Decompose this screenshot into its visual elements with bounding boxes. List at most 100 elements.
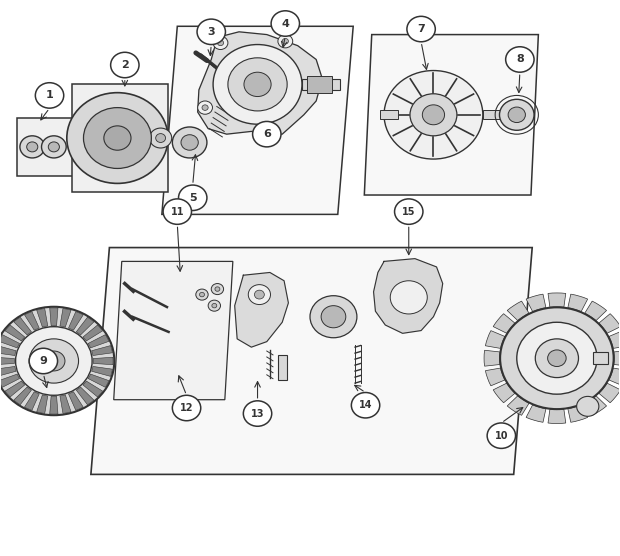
Text: 9: 9 bbox=[40, 356, 47, 366]
Circle shape bbox=[42, 136, 66, 158]
FancyBboxPatch shape bbox=[73, 85, 168, 192]
Circle shape bbox=[43, 351, 65, 371]
Circle shape bbox=[218, 40, 224, 46]
Wedge shape bbox=[0, 358, 14, 365]
Wedge shape bbox=[50, 396, 58, 414]
Circle shape bbox=[0, 307, 114, 415]
Text: 1: 1 bbox=[46, 91, 53, 101]
Wedge shape bbox=[37, 395, 48, 414]
Wedge shape bbox=[0, 374, 20, 388]
Circle shape bbox=[577, 396, 599, 416]
Wedge shape bbox=[83, 325, 103, 341]
Circle shape bbox=[321, 306, 346, 328]
Bar bbox=[483, 111, 511, 119]
Circle shape bbox=[506, 47, 534, 72]
Circle shape bbox=[394, 199, 423, 224]
Wedge shape bbox=[568, 405, 588, 423]
Circle shape bbox=[67, 93, 168, 183]
Wedge shape bbox=[0, 335, 20, 348]
Text: 7: 7 bbox=[417, 24, 425, 34]
Polygon shape bbox=[365, 34, 538, 195]
Circle shape bbox=[508, 107, 525, 122]
Wedge shape bbox=[507, 396, 529, 415]
Circle shape bbox=[35, 83, 64, 108]
Polygon shape bbox=[91, 247, 532, 474]
Text: 3: 3 bbox=[208, 27, 215, 37]
Circle shape bbox=[271, 11, 299, 36]
Wedge shape bbox=[76, 387, 94, 405]
Circle shape bbox=[390, 281, 427, 314]
Bar bbox=[278, 355, 287, 380]
Circle shape bbox=[84, 108, 151, 168]
Circle shape bbox=[179, 185, 207, 211]
Text: 12: 12 bbox=[180, 403, 193, 413]
Circle shape bbox=[172, 395, 201, 421]
Text: 13: 13 bbox=[250, 409, 264, 419]
Wedge shape bbox=[614, 350, 620, 366]
Text: eReplacementParts.com: eReplacementParts.com bbox=[182, 249, 438, 269]
Wedge shape bbox=[24, 312, 39, 330]
Wedge shape bbox=[50, 308, 58, 326]
Polygon shape bbox=[162, 26, 353, 215]
Wedge shape bbox=[609, 368, 620, 386]
Circle shape bbox=[500, 100, 534, 130]
Wedge shape bbox=[609, 331, 620, 349]
Text: 5: 5 bbox=[189, 193, 197, 203]
Circle shape bbox=[215, 287, 220, 291]
Wedge shape bbox=[585, 396, 606, 415]
Text: 11: 11 bbox=[170, 207, 184, 217]
Wedge shape bbox=[24, 392, 39, 410]
Wedge shape bbox=[599, 314, 620, 333]
Circle shape bbox=[48, 142, 60, 152]
Wedge shape bbox=[60, 395, 71, 414]
Circle shape bbox=[500, 307, 614, 409]
Circle shape bbox=[197, 19, 226, 44]
Text: 6: 6 bbox=[263, 129, 271, 139]
Wedge shape bbox=[92, 346, 112, 355]
Bar bbox=[302, 79, 340, 90]
Circle shape bbox=[181, 135, 198, 150]
Bar bbox=[593, 351, 608, 364]
Text: 10: 10 bbox=[495, 431, 508, 441]
Wedge shape bbox=[37, 309, 48, 327]
Wedge shape bbox=[92, 366, 112, 376]
Circle shape bbox=[212, 304, 217, 308]
Text: 2: 2 bbox=[121, 60, 129, 70]
Wedge shape bbox=[484, 350, 500, 366]
Polygon shape bbox=[113, 261, 233, 400]
Text: 15: 15 bbox=[402, 207, 415, 217]
Circle shape bbox=[487, 423, 516, 448]
Circle shape bbox=[248, 285, 270, 305]
Circle shape bbox=[282, 38, 288, 44]
Bar bbox=[307, 76, 332, 93]
Bar bbox=[380, 111, 397, 119]
Circle shape bbox=[200, 292, 205, 297]
Wedge shape bbox=[68, 392, 83, 410]
Circle shape bbox=[422, 105, 445, 125]
Wedge shape bbox=[5, 381, 25, 397]
Circle shape bbox=[352, 393, 379, 418]
Wedge shape bbox=[76, 317, 94, 335]
Wedge shape bbox=[526, 405, 546, 423]
Circle shape bbox=[254, 290, 264, 299]
Wedge shape bbox=[88, 335, 109, 348]
Circle shape bbox=[252, 121, 281, 147]
Wedge shape bbox=[599, 383, 620, 403]
Polygon shape bbox=[374, 259, 443, 334]
Wedge shape bbox=[507, 301, 529, 321]
Wedge shape bbox=[485, 368, 505, 386]
Polygon shape bbox=[198, 32, 322, 134]
Circle shape bbox=[29, 348, 58, 374]
Wedge shape bbox=[14, 387, 32, 405]
Circle shape bbox=[310, 296, 357, 337]
Circle shape bbox=[278, 34, 293, 48]
Wedge shape bbox=[485, 331, 505, 349]
Circle shape bbox=[407, 16, 435, 42]
Text: 4: 4 bbox=[281, 18, 290, 28]
Wedge shape bbox=[548, 409, 566, 424]
Circle shape bbox=[149, 128, 172, 148]
Polygon shape bbox=[235, 272, 288, 347]
Wedge shape bbox=[493, 383, 515, 403]
Circle shape bbox=[213, 36, 228, 49]
Circle shape bbox=[410, 94, 457, 136]
